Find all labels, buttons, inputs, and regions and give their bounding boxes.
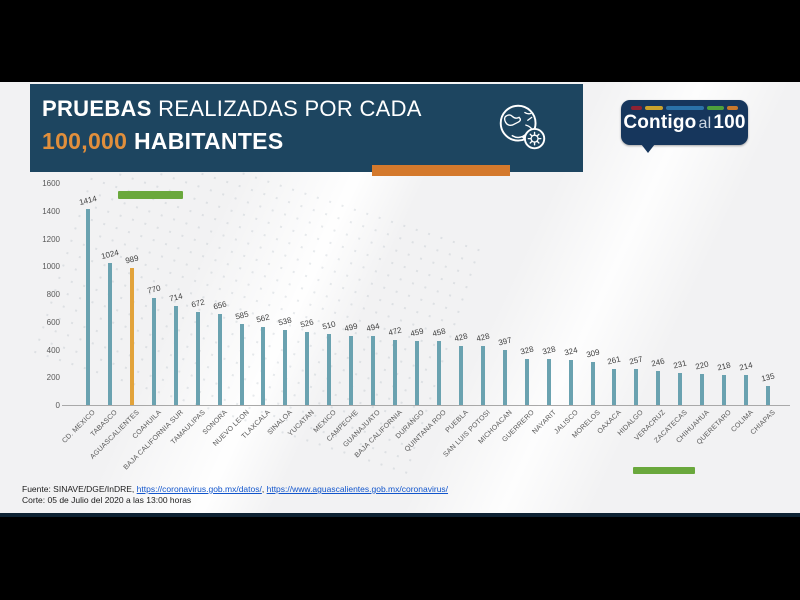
header-band: PRUEBAS REALIZADAS POR CADA 100,000 HABI… xyxy=(30,84,583,172)
bar xyxy=(86,209,90,405)
logo-word-al: al xyxy=(698,115,712,132)
bar-value-label: 1414 xyxy=(78,193,98,208)
bar xyxy=(305,332,310,405)
corte-line: Corte: 05 de Julio del 2020 a las 13:00 … xyxy=(22,495,192,505)
bar xyxy=(195,312,200,405)
bar xyxy=(393,340,398,405)
bar xyxy=(371,336,376,405)
logo-text: Contigo al 100 xyxy=(621,112,748,134)
bar xyxy=(524,359,529,405)
y-axis-tick-label: 1600 xyxy=(42,179,60,188)
slide-bottom-strip xyxy=(0,513,800,517)
logo-word-100: 100 xyxy=(713,112,746,133)
logo-stripe xyxy=(645,106,663,110)
globe-virus-icon xyxy=(499,104,546,150)
title-number: 100,000 xyxy=(42,128,128,154)
y-axis-tick-label: 600 xyxy=(46,317,60,327)
logo-stripes xyxy=(631,106,738,110)
bar xyxy=(612,369,617,405)
bar xyxy=(436,341,441,405)
y-axis-tick-label: 0 xyxy=(55,401,60,410)
bar xyxy=(765,386,770,405)
green-highlight-bar-top xyxy=(118,191,183,199)
bar xyxy=(151,298,156,405)
title-line1-rest: REALIZADAS POR CADA xyxy=(158,96,422,121)
logo-stripe xyxy=(665,106,704,110)
y-axis-tick-label: 800 xyxy=(46,290,60,299)
bar xyxy=(546,359,551,405)
green-highlight-bar-bottom xyxy=(633,467,695,474)
fuente-label: Fuente: SINAVE/DGE/InDRE, xyxy=(22,484,135,494)
title-habitantes: HABITANTES xyxy=(133,128,284,154)
y-axis-tick-label: 200 xyxy=(46,373,60,383)
logo-speech-tail xyxy=(641,144,655,153)
bar xyxy=(502,350,507,405)
bar xyxy=(480,346,485,405)
logo-word-contigo: Contigo xyxy=(623,112,697,133)
fuente-line: Fuente: SINAVE/DGE/InDRE, https://corona… xyxy=(22,484,448,495)
link-separator: , xyxy=(261,484,265,494)
bar xyxy=(217,314,222,405)
bar xyxy=(327,334,332,405)
bar xyxy=(261,327,266,405)
coronavirus-gob-link[interactable]: https://coronavirus.gob.mx/datos/ xyxy=(136,484,262,494)
logo-stripe xyxy=(706,106,724,110)
bar xyxy=(283,330,288,405)
page-title-line2: 100,000 HABITANTES xyxy=(42,128,283,155)
x-axis-line xyxy=(62,405,790,406)
bar-value-label: 135 xyxy=(760,371,776,384)
bar xyxy=(415,341,420,405)
bar xyxy=(678,373,683,405)
bar xyxy=(349,336,354,405)
page-title-line1: PRUEBAS REALIZADAS POR CADA xyxy=(42,96,422,122)
letterbox-bottom xyxy=(0,517,800,600)
letterbox-top xyxy=(0,0,800,82)
bar xyxy=(744,375,749,405)
bar xyxy=(458,346,463,405)
logo-stripe xyxy=(726,106,738,110)
bar xyxy=(722,375,727,405)
bar xyxy=(173,306,178,405)
title-word-pruebas: PRUEBAS xyxy=(42,96,152,121)
y-axis-tick-label: 1200 xyxy=(42,234,60,244)
bar xyxy=(568,360,573,405)
bar xyxy=(590,362,595,405)
y-axis-tick-label: 400 xyxy=(46,345,60,355)
bar xyxy=(700,374,705,405)
slide: PRUEBAS REALIZADAS POR CADA 100,000 HABI… xyxy=(0,82,800,517)
bar xyxy=(239,324,244,405)
bar xyxy=(129,268,134,405)
logo-stripe xyxy=(631,106,643,110)
bar xyxy=(634,369,639,405)
orange-accent-bar xyxy=(372,165,510,176)
y-axis-tick-label: 1400 xyxy=(42,206,60,216)
source-footer: Fuente: SINAVE/DGE/InDRE, https://corona… xyxy=(22,484,448,506)
contigo-al-100-logo: Contigo al 100 xyxy=(621,100,748,145)
aguascalientes-link[interactable]: https://www.aguascalientes.gob.mx/corona… xyxy=(266,484,449,494)
bar xyxy=(107,263,112,405)
bar xyxy=(656,371,661,405)
y-axis-tick-label: 1000 xyxy=(42,262,60,272)
